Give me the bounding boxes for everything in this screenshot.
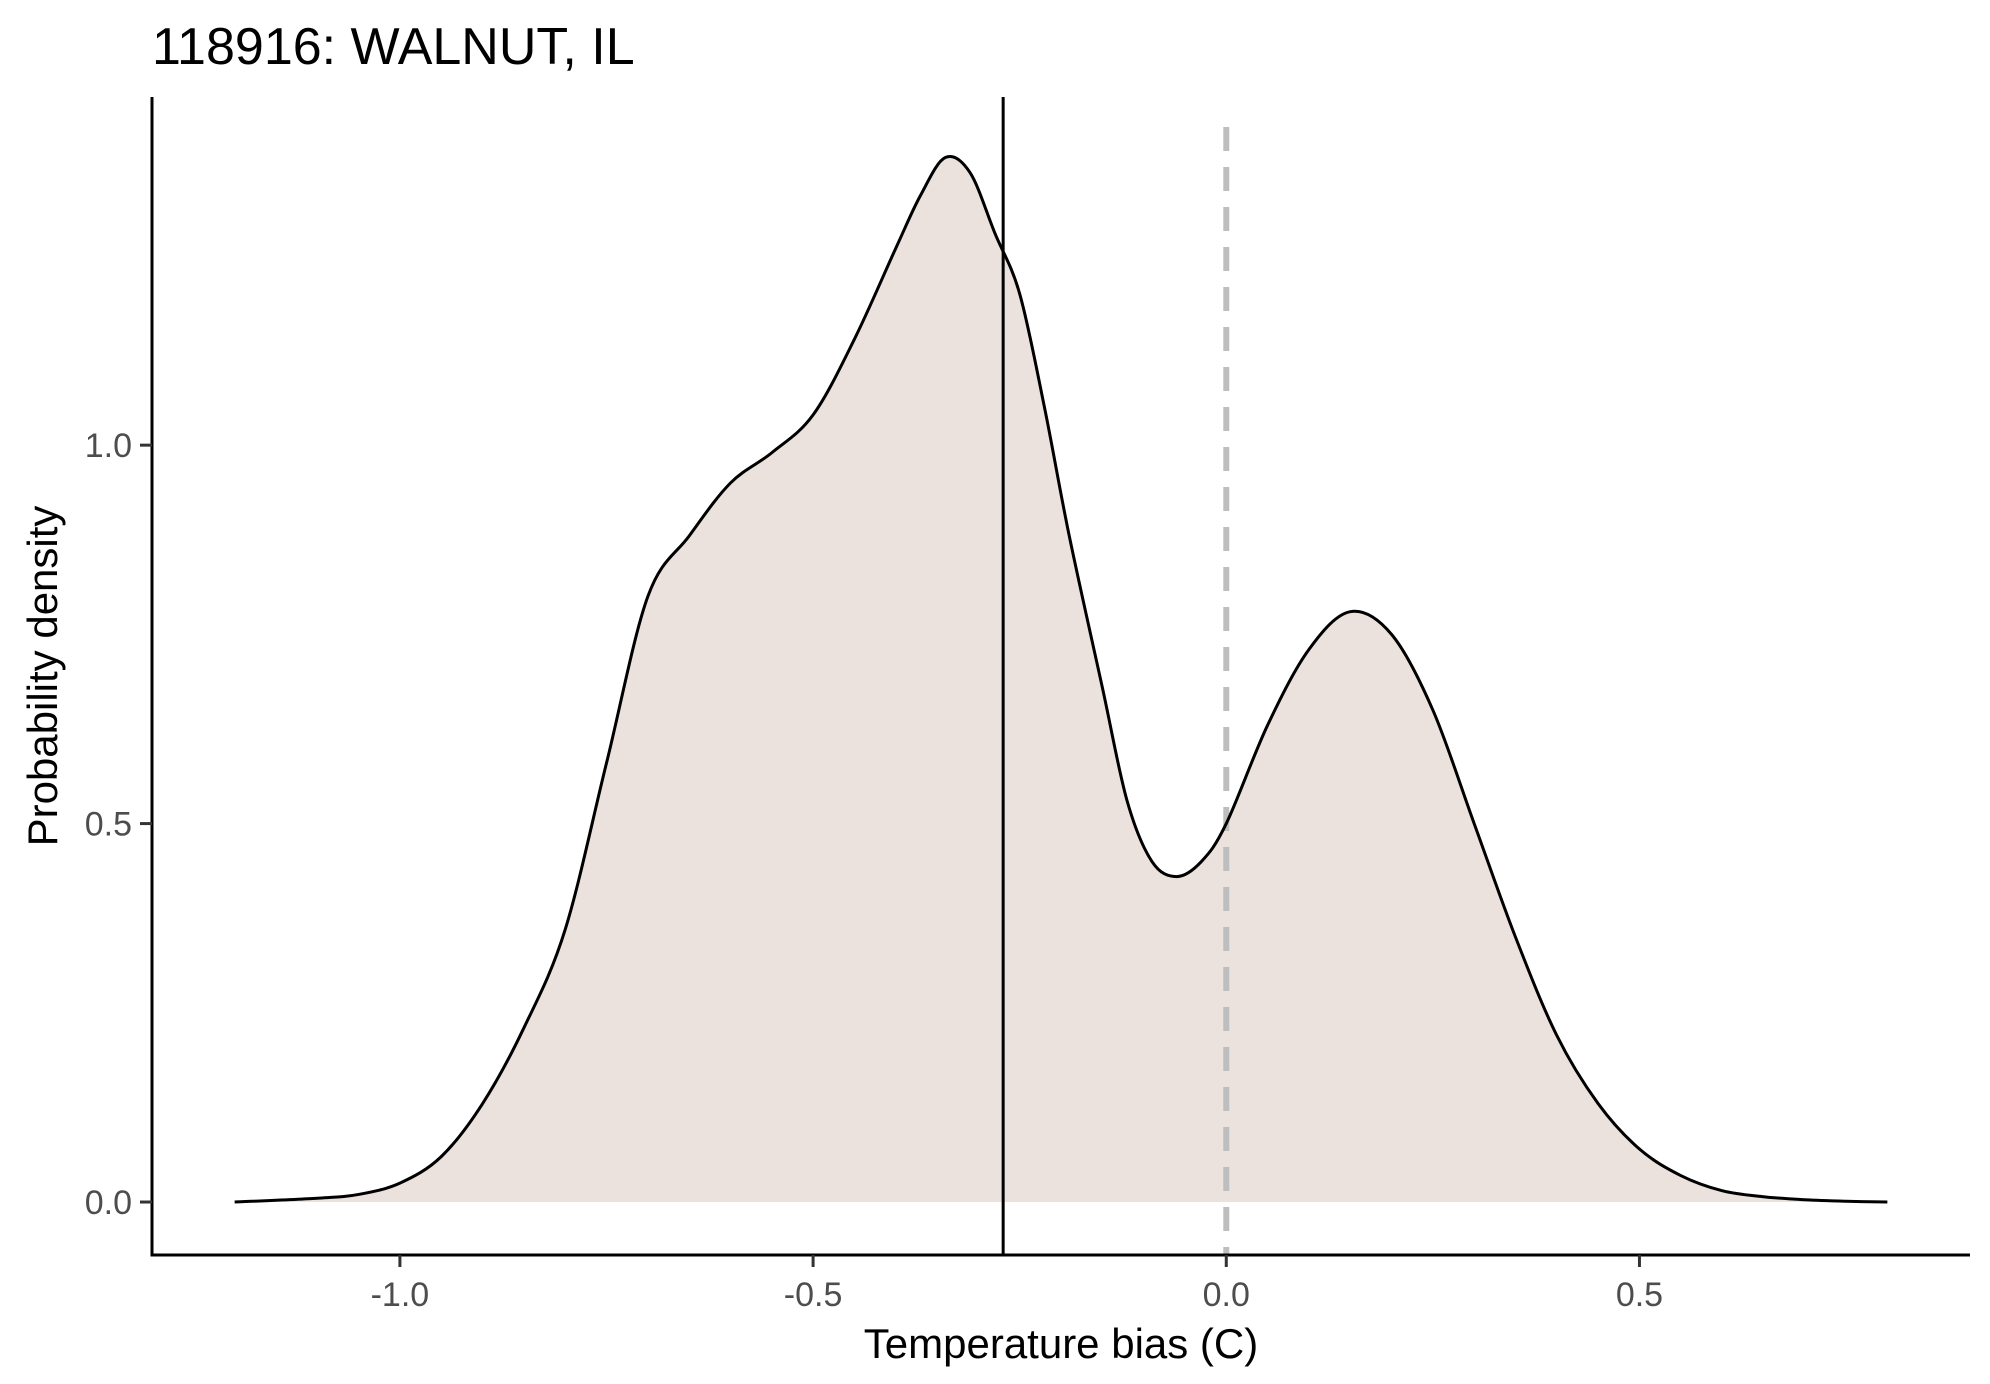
x-tick-label: 0.0: [1203, 1276, 1250, 1314]
x-tick-label: -1.0: [371, 1276, 430, 1314]
density-curve: [234, 155, 1888, 1204]
chart-title: 118916: WALNUT, IL: [152, 18, 635, 76]
y-axis-ticks: 0.0 0.5 1.0: [85, 427, 152, 1222]
x-tick-label: -0.5: [784, 1276, 843, 1314]
y-tick-label: 1.0: [85, 427, 132, 465]
plot-area: [234, 97, 1888, 1255]
y-tick-label: 0.5: [85, 806, 132, 844]
y-axis-label: Probability density: [19, 506, 66, 847]
density-area: [234, 156, 1888, 1203]
x-tick-label: 0.5: [1616, 1276, 1663, 1314]
x-axis-label: Temperature bias (C): [864, 1320, 1258, 1367]
x-axis-ticks: -1.0 -0.5 0.0 0.5: [371, 1255, 1663, 1314]
y-tick-label: 0.0: [85, 1184, 132, 1222]
